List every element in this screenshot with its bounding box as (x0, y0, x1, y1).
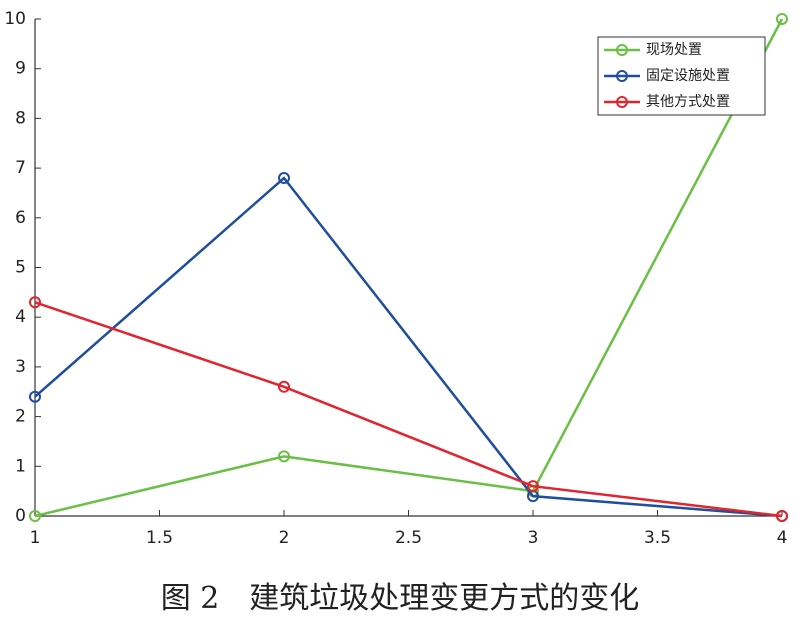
legend-marker (616, 96, 628, 108)
legend-label: 其他方式处置 (646, 94, 730, 110)
y-tick-label: 6 (15, 208, 26, 228)
series-line (34, 301, 783, 518)
x-tick-label: 2 (279, 528, 290, 548)
point (278, 450, 290, 463)
y-tick-label: 2 (15, 407, 26, 427)
series-line (34, 18, 784, 518)
point (29, 510, 41, 522)
point (278, 172, 290, 185)
x-tick-label: 2.5 (395, 528, 422, 548)
caption: 图 2 建筑垃圾处理变更方式的变化 (161, 581, 640, 616)
legend-label: 现场处置 (646, 42, 702, 58)
x-tick-label: 3.5 (644, 528, 671, 548)
point (776, 510, 788, 522)
x-tick-label: 1.5 (146, 528, 173, 548)
y-tick-label: 5 (15, 258, 26, 278)
x-tick-label: 1 (30, 528, 41, 548)
x-tick-label: 4 (777, 528, 788, 548)
legend-marker (616, 70, 628, 82)
y-tick-label: 8 (15, 108, 26, 128)
y-tick-label: 4 (15, 307, 26, 327)
point (527, 480, 539, 493)
y-tick-label: 0 (15, 506, 26, 526)
legend-label: 固定设施处置 (646, 68, 730, 84)
y-tick-label: 3 (15, 357, 26, 377)
point (29, 390, 41, 403)
y-tick-label: 9 (15, 59, 26, 79)
series-line (34, 176, 783, 518)
point (278, 380, 290, 393)
y-tick-label: 1 (15, 456, 26, 476)
x-tick-label: 3 (528, 528, 539, 548)
legend-marker (616, 44, 628, 56)
point (29, 296, 41, 309)
y-tick-label: 7 (15, 158, 26, 178)
point (776, 13, 788, 25)
y-tick-label: 10 (4, 9, 26, 29)
